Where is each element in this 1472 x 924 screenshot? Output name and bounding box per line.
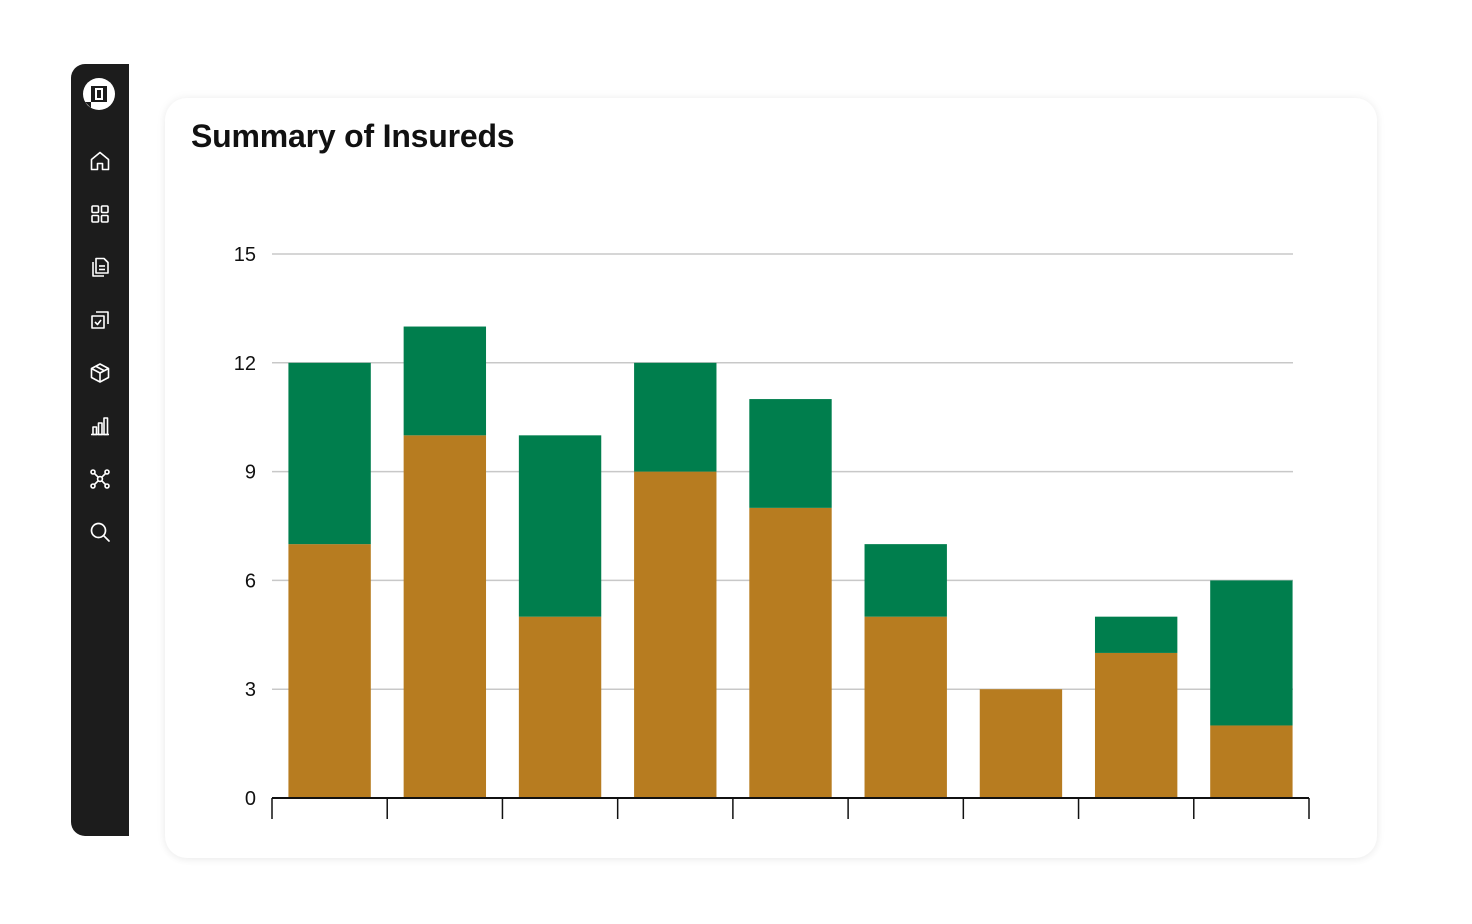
home-icon[interactable]	[88, 149, 112, 173]
y-tick-label: 12	[234, 353, 256, 375]
bar-segment-bottom	[518, 616, 602, 798]
sidebar	[71, 64, 129, 836]
bar-segment-top	[1210, 580, 1293, 726]
page-title: Summary of Insureds	[191, 118, 515, 154]
bar-segment-top	[749, 399, 832, 508]
y-tick-label: 3	[245, 679, 256, 701]
search-icon[interactable]	[88, 520, 112, 544]
stacked-bar-chart: 0 3 6 9 12 15	[234, 244, 1310, 819]
bar-segment-top	[634, 362, 717, 472]
bar-segment-top	[288, 362, 371, 545]
bar-segment-bottom	[1094, 652, 1178, 798]
y-tick-label: 15	[234, 244, 256, 266]
bar-segment-bottom	[749, 507, 832, 798]
y-tick-label: 6	[245, 570, 256, 592]
bar-segment-bottom	[634, 471, 717, 798]
bar-chart-icon[interactable]	[88, 414, 112, 438]
y-tick-label: 0	[245, 788, 256, 810]
logo-icon[interactable]	[83, 78, 115, 110]
bar-segment-bottom	[864, 616, 947, 798]
bar-segment-top	[864, 544, 947, 617]
grid-icon[interactable]	[88, 202, 112, 226]
bar-segment-top	[403, 326, 487, 436]
bar-segment-bottom	[288, 544, 371, 798]
bar-segment-bottom	[979, 689, 1063, 798]
approve-icon[interactable]	[88, 308, 112, 332]
documents-icon[interactable]	[88, 255, 112, 279]
network-icon[interactable]	[88, 467, 112, 491]
chart-card: Summary of Insureds 0 3 6 9 12 15	[165, 98, 1377, 858]
box-icon[interactable]	[88, 361, 112, 385]
bar-segment-top	[1094, 616, 1178, 653]
bar-segment-bottom	[403, 435, 487, 798]
y-tick-label: 9	[245, 462, 256, 484]
bar-segment-top	[518, 435, 602, 617]
bar-segment-bottom	[1210, 725, 1293, 798]
